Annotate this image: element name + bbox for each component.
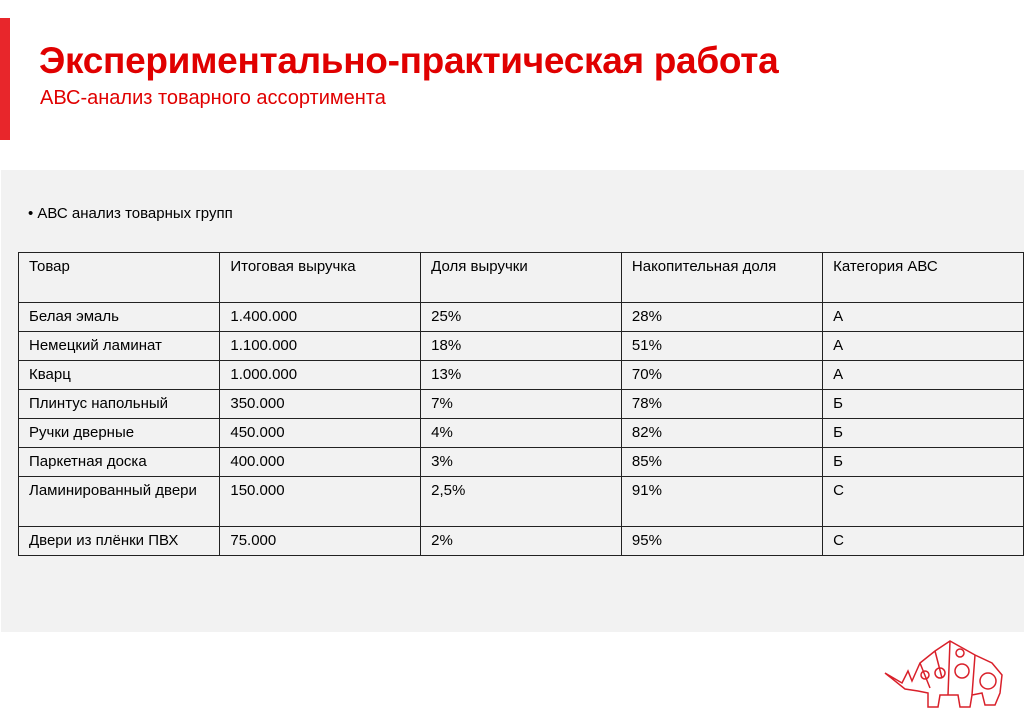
table-cell: 13% (420, 360, 622, 390)
table-cell: Кварц (17, 360, 221, 390)
column-header: Доля выручки (420, 252, 622, 303)
table-row: Ламинированный двери 150.000 2,5% 91% С (17, 476, 1024, 527)
table-cell: Двери из плёнки ПВХ (17, 526, 221, 556)
table-row: Плинтус напольный 350.000 7% 78% Б (17, 389, 1024, 419)
page-title: Экспериментально-практическая работа (39, 40, 779, 81)
table-cell: 28% (620, 302, 824, 332)
table-cell: 85% (620, 447, 824, 477)
table-cell: 25% (420, 302, 622, 332)
table-cell: А (822, 302, 1024, 332)
table-cell: 450.000 (219, 418, 422, 448)
table-row: Двери из плёнки ПВХ 75.000 2% 95% С (17, 526, 1024, 556)
table-cell: 18% (420, 331, 622, 361)
table-cell: 7% (420, 389, 622, 419)
table-cell: 1.000.000 (219, 360, 422, 390)
header-row: Товар Итоговая выручка Доля выручки Накопит… (17, 252, 1024, 303)
table-cell: 91% (620, 476, 824, 527)
page-subtitle: АВС-анализ товарного ассортимента (40, 87, 386, 109)
table-cell: 82% (620, 418, 824, 448)
table-cell: А (822, 360, 1024, 390)
table-cell: Ламинированный двери (17, 476, 221, 527)
table-cell: 2% (420, 526, 622, 556)
table-cell: 2,5% (420, 476, 622, 527)
table-cell: Паркетная доска (17, 447, 221, 477)
table-cell: Ручки дверные (17, 418, 221, 448)
table-cell: С (822, 526, 1024, 556)
column-header: Итоговая выручка (219, 252, 422, 303)
table-cell: 51% (620, 331, 824, 361)
table-cell: 70% (620, 360, 824, 390)
table-cell: А (822, 331, 1024, 361)
table-cell: 95% (620, 526, 824, 556)
table-row: Белая эмаль 1.400.000 25% 28% А (17, 302, 1024, 332)
table-cell: Б (822, 447, 1024, 477)
table-cell: Б (822, 389, 1024, 419)
abc-table: Товар Итоговая выручка Доля выручки Накопит… (17, 252, 1024, 556)
table-cell: 78% (620, 389, 824, 419)
table-cell: 350.000 (219, 389, 422, 419)
table-cell: Белая эмаль (17, 302, 221, 332)
table-row: Кварц 1.000.000 13% 70% А (17, 360, 1024, 390)
table-cell: 1.100.000 (219, 331, 422, 361)
table-row: Ручки дверные 450.000 4% 82% Б (17, 418, 1024, 448)
accent-bar (0, 18, 10, 140)
table-cell: 3% (420, 447, 622, 477)
table-cell: 75.000 (219, 526, 422, 556)
table-row: Паркетная доска 400.000 3% 85% Б (17, 447, 1024, 477)
table-cell: 150.000 (219, 476, 422, 527)
table-cell: 1.400.000 (219, 302, 422, 332)
column-header: Товар (17, 252, 221, 303)
table-cell: Плинтус напольный (17, 389, 221, 419)
table-cell: Немецкий ламинат (17, 331, 221, 361)
table-row: Немецкий ламинат 1.100.000 18% 51% А (17, 331, 1024, 361)
table-cell: 4% (420, 418, 622, 448)
rhino-logo-icon (884, 640, 1003, 708)
table-cell: 400.000 (219, 447, 422, 477)
column-header: Категория АВС (822, 252, 1024, 303)
table-cell: С (822, 476, 1024, 527)
column-header: Накопительная доля (620, 252, 824, 303)
table-cell: Б (822, 418, 1024, 448)
bullet-text: • АВС анализ товарных групп (28, 205, 233, 222)
